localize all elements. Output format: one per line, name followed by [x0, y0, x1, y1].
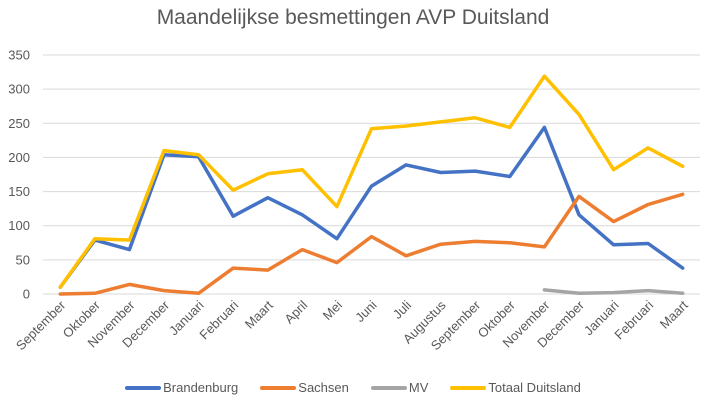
legend-item-mv: MV [370, 380, 429, 395]
legend-label: Totaal Duitsland [488, 380, 581, 395]
legend-label: Sachsen [298, 380, 349, 395]
series-line-mv [542, 288, 685, 296]
y-tick-label: 0 [23, 287, 30, 302]
series-line-brandenburg [58, 125, 685, 289]
legend-item-totaal-duitsland: Totaal Duitsland [450, 380, 581, 395]
legend-label: Brandenburg [163, 380, 239, 395]
legend-label: MV [408, 380, 429, 395]
legend-swatch [450, 385, 487, 390]
legend-swatch [125, 385, 162, 390]
legend-item-sachsen: Sachsen [260, 380, 349, 395]
x-tick-label: Mei [320, 297, 345, 322]
y-tick-label: 250 [8, 116, 30, 131]
legend: Brandenburg Sachsen MV Totaal Duitsland [0, 380, 706, 395]
x-tick-label: Maart [657, 297, 691, 331]
x-tick-label: Februari [611, 297, 656, 342]
x-tick-label: Juni [352, 297, 380, 325]
x-tick-label: Juli [390, 297, 414, 321]
legend-swatch [370, 385, 407, 390]
chart-title: Maandelijkse besmettingen AVP Duitsland [156, 6, 550, 29]
x-tick-label: April [281, 297, 310, 326]
gridlines [43, 54, 700, 295]
y-tick-label: 50 [16, 252, 30, 267]
y-tick-label: 300 [8, 82, 30, 97]
y-axis-ticks: 0 50 100 150 200 250 300 350 [8, 48, 30, 302]
series-line-totaal-duitsland [58, 74, 685, 289]
y-tick-label: 350 [8, 48, 30, 63]
x-axis-ticks: SeptemberOktoberNovemberDecemberJanuariF… [13, 297, 691, 353]
series-line-sachsen [58, 192, 685, 296]
legend-swatch [260, 385, 297, 390]
y-tick-label: 200 [8, 150, 30, 165]
y-tick-label: 150 [8, 184, 30, 199]
y-tick-label: 100 [8, 218, 30, 233]
x-tick-label: Februari [196, 297, 241, 342]
x-tick-label: Maart [242, 297, 276, 331]
legend-item-brandenburg: Brandenburg [125, 380, 238, 395]
series-lines [58, 74, 685, 296]
x-tick-label: September [13, 297, 69, 353]
